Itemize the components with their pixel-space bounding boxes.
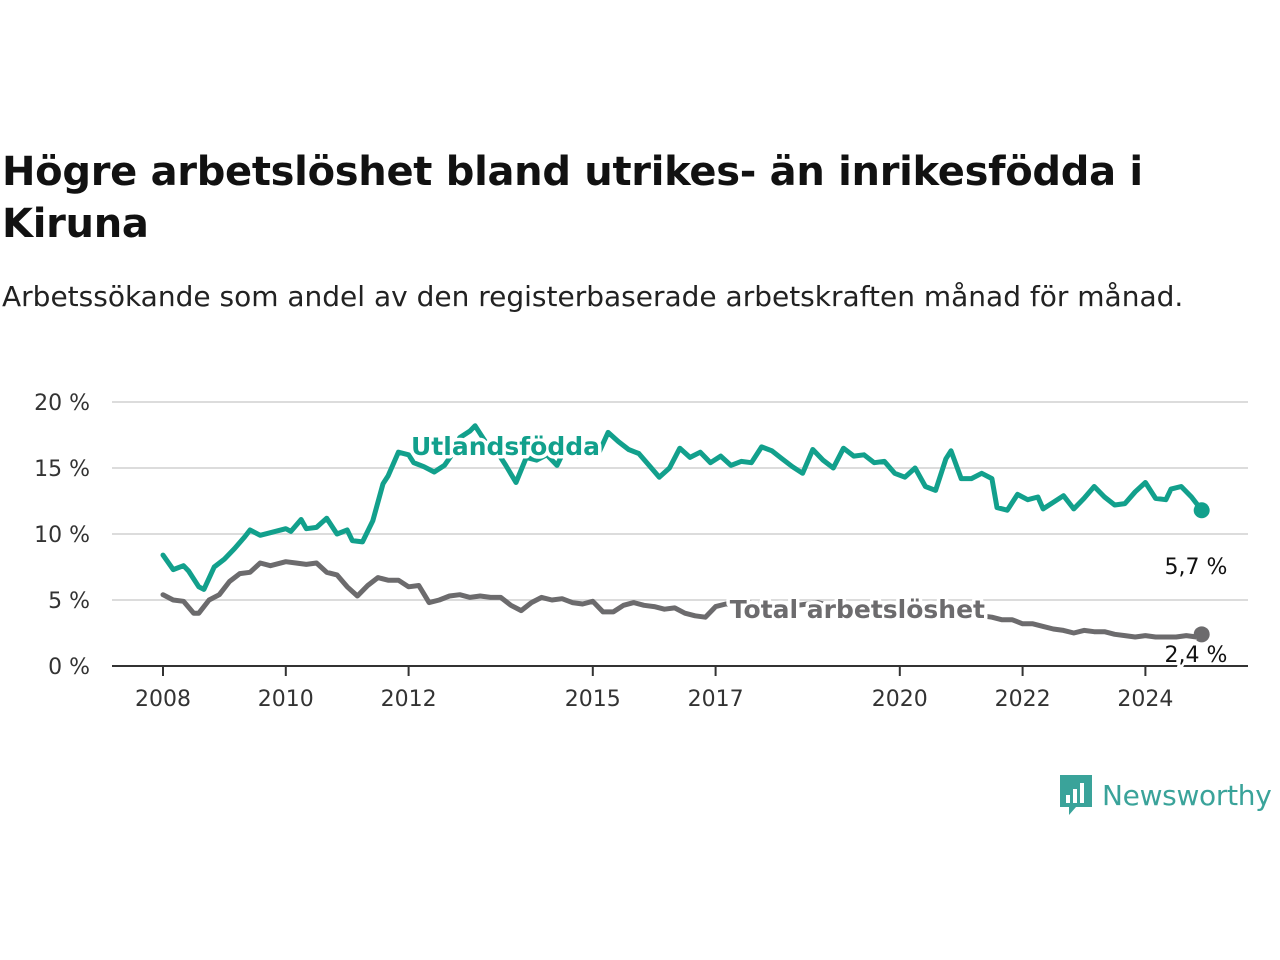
y-tick-label: 20 %: [34, 391, 90, 416]
x-tick-label: 2012: [381, 687, 437, 712]
series-line-1: [160, 559, 1205, 640]
x-tick-label: 2020: [872, 687, 928, 712]
x-tick-label: 2024: [1117, 687, 1173, 712]
brand-name: Newsworthy: [1102, 778, 1272, 812]
labels: Utlandsfödda Total arbetslöshet 5,7 % 2,4 %: [408, 429, 1230, 671]
line-chart: 0 % 5 % 10 % 15 % 20 % 2008 2010 2012 2015 2017 20…: [34, 391, 1248, 712]
axes: 0 % 5 % 10 % 15 % 20 % 2008 2010 2012 2015 2017 20…: [34, 391, 1248, 712]
chart-title: Högre arbetslöshet bland utrikes- än inr…: [2, 149, 1143, 247]
newsworthy-brand[interactable]: Newsworthy: [1058, 772, 1272, 818]
y-tick-label: 15 %: [34, 457, 90, 482]
x-tick-label: 2008: [135, 687, 191, 712]
series-end-point-0: [1193, 502, 1210, 519]
x-tick-label: 2010: [258, 687, 314, 712]
series-line-0: [160, 423, 1205, 592]
y-tick-label: 5 %: [48, 589, 90, 614]
y-tick-label: 10 %: [34, 523, 90, 548]
series-end-point-1: [1193, 626, 1210, 643]
series-name-label: Utlandsfödda: [411, 432, 600, 461]
x-tick-label: 2022: [995, 687, 1051, 712]
end-value-label: 2,4 %: [1165, 643, 1228, 668]
y-tick-label: 0 %: [48, 655, 90, 680]
chart-subtitle: Arbetssökande som andel av den registerb…: [2, 280, 1184, 313]
series: [160, 423, 1210, 643]
end-value-label: 5,7 %: [1165, 555, 1228, 580]
x-tick-label: 2017: [688, 687, 744, 712]
x-tick-label: 2015: [565, 687, 621, 712]
grid: [112, 401, 1248, 601]
newsworthy-logo-icon: [1060, 775, 1092, 815]
series-name-label: Total arbetslöshet: [730, 595, 985, 624]
